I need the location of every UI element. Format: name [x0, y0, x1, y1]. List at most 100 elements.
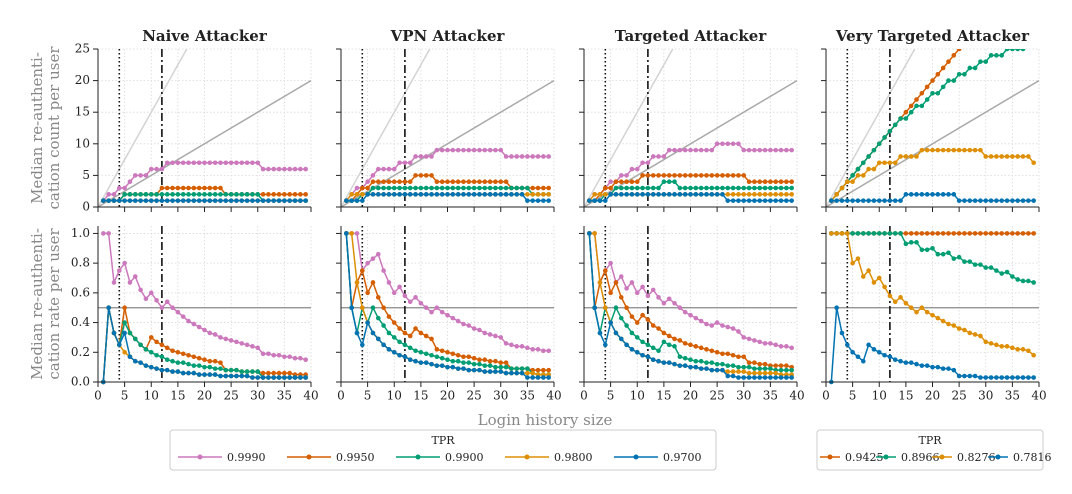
- point: [260, 351, 266, 357]
- point: [613, 185, 619, 191]
- point: [370, 330, 376, 336]
- point: [693, 192, 699, 197]
- point: [487, 369, 493, 374]
- point: [127, 354, 133, 360]
- point: [487, 332, 493, 337]
- point: [354, 192, 360, 197]
- point: [634, 185, 640, 191]
- point: [629, 280, 635, 285]
- point: [191, 192, 197, 197]
- point: [349, 192, 354, 197]
- point: [876, 160, 882, 166]
- point: [597, 280, 603, 285]
- point: [514, 366, 520, 371]
- point: [127, 198, 133, 203]
- point: [951, 78, 957, 83]
- legend-label: 0.9900: [445, 451, 484, 464]
- point: [170, 369, 175, 374]
- point: [746, 360, 752, 365]
- point: [239, 369, 245, 374]
- point: [714, 367, 720, 373]
- point: [143, 296, 149, 302]
- point: [143, 192, 149, 197]
- point: [967, 231, 973, 236]
- y-tick-label: 0.4: [71, 315, 90, 329]
- point: [402, 354, 408, 360]
- point: [1015, 231, 1020, 236]
- point: [634, 192, 640, 197]
- point: [117, 185, 122, 191]
- point: [988, 231, 994, 236]
- point: [656, 173, 661, 178]
- point: [967, 198, 973, 203]
- point: [930, 231, 935, 236]
- point: [365, 179, 370, 185]
- point: [935, 147, 941, 153]
- point: [908, 192, 914, 197]
- point: [962, 231, 967, 236]
- point: [736, 192, 741, 197]
- point: [461, 192, 466, 197]
- point: [746, 147, 752, 153]
- point: [972, 332, 978, 337]
- point: [530, 154, 535, 159]
- point: [762, 375, 768, 380]
- point: [677, 305, 683, 311]
- point: [914, 361, 919, 367]
- point: [466, 179, 472, 185]
- point: [951, 367, 957, 373]
- point: [988, 198, 994, 203]
- x-tick-label: 40: [546, 389, 561, 403]
- point: [212, 198, 218, 203]
- point: [250, 198, 255, 203]
- point: [282, 166, 287, 172]
- point: [709, 348, 715, 354]
- point: [999, 0, 1004, 1]
- point: [360, 192, 365, 197]
- point: [677, 147, 683, 153]
- point: [143, 347, 149, 352]
- point: [746, 364, 752, 370]
- point: [693, 315, 699, 321]
- point: [1010, 154, 1015, 159]
- point: [493, 358, 498, 364]
- point: [1031, 198, 1036, 203]
- point: [634, 166, 640, 172]
- point: [282, 375, 287, 380]
- point: [757, 375, 763, 380]
- plot-area: [340, 49, 555, 208]
- point: [656, 326, 661, 331]
- point: [645, 317, 651, 322]
- point: [994, 342, 999, 348]
- point: [962, 71, 967, 77]
- y-tick-label: 0.6: [71, 285, 90, 299]
- point: [972, 262, 978, 267]
- y-tick-label: 1.0: [71, 226, 90, 240]
- point: [704, 360, 709, 365]
- point: [202, 364, 207, 370]
- point: [461, 147, 466, 153]
- point: [618, 336, 624, 342]
- point: [666, 342, 672, 348]
- point: [535, 198, 541, 203]
- point: [983, 265, 989, 270]
- point: [212, 372, 218, 377]
- x-tick-label: 40: [1031, 389, 1046, 403]
- point: [535, 192, 541, 197]
- point: [244, 373, 250, 379]
- point: [741, 185, 747, 191]
- point: [413, 358, 418, 364]
- point: [983, 231, 989, 236]
- point: [487, 185, 493, 191]
- point: [762, 361, 768, 367]
- point: [271, 166, 277, 172]
- point: [956, 147, 962, 153]
- point: [255, 192, 261, 197]
- point: [1010, 231, 1015, 236]
- point: [132, 274, 138, 279]
- point: [191, 321, 197, 327]
- point: [618, 274, 624, 279]
- point: [935, 315, 941, 321]
- point: [752, 375, 757, 380]
- point: [871, 347, 877, 352]
